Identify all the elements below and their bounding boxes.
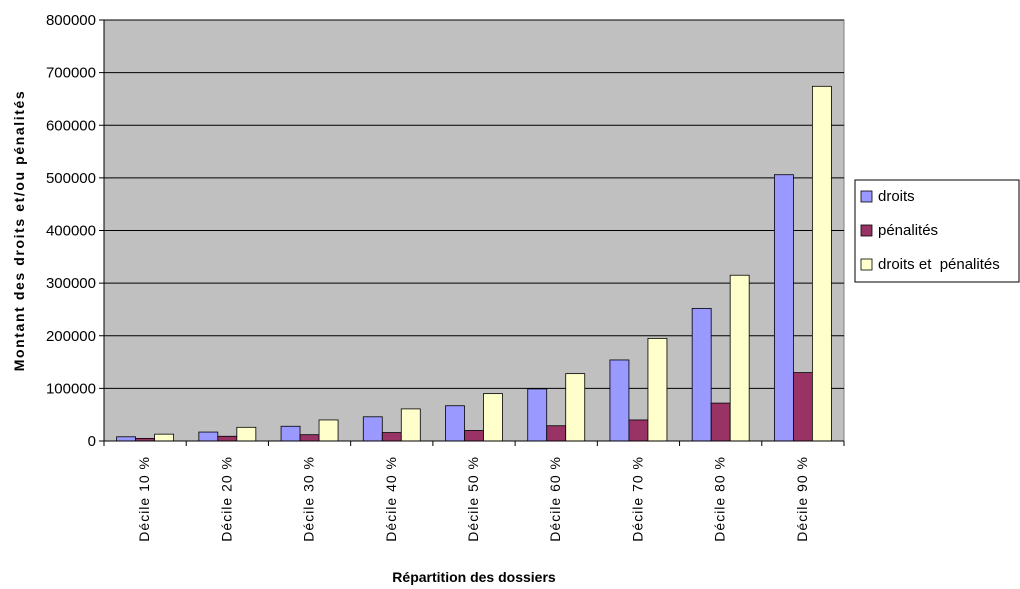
bar-1-2 xyxy=(236,426,257,442)
bar-6-0 xyxy=(609,359,630,442)
x-tick-label: Décile 70 % xyxy=(629,456,645,542)
bar-3-0 xyxy=(362,416,383,442)
x-axis-title: Répartition des dossiers xyxy=(392,569,556,585)
bar-8-0 xyxy=(773,174,794,442)
bar-6-2 xyxy=(647,337,668,442)
bar-6-1 xyxy=(628,419,649,442)
bar-7-0 xyxy=(691,307,712,442)
x-tick-label: Décile 10 % xyxy=(136,456,152,542)
bar-8-2 xyxy=(811,85,832,442)
bar-2-0 xyxy=(280,425,301,442)
bar-7-1 xyxy=(710,402,731,442)
legend-swatch xyxy=(860,190,873,203)
y-tick-label: 0 xyxy=(88,433,96,450)
legend-label: droits et pénalités xyxy=(878,256,1000,273)
bar-5-0 xyxy=(527,388,548,442)
axes xyxy=(99,19,845,446)
bar-8-1 xyxy=(792,372,813,442)
legend-swatch xyxy=(860,258,873,271)
bar-4-2 xyxy=(483,393,503,442)
bar-0-2 xyxy=(154,433,175,442)
y-tick-label: 100000 xyxy=(46,380,96,397)
x-tick-label: Décile 40 % xyxy=(383,456,399,542)
x-tick-label: Décile 80 % xyxy=(712,456,728,542)
bar-2-2 xyxy=(318,419,339,442)
x-tick-label: Décile 30 % xyxy=(301,456,317,542)
bar-5-2 xyxy=(565,373,586,442)
bar-2-1 xyxy=(299,434,320,442)
bar-5-1 xyxy=(546,425,567,442)
bar-7-2 xyxy=(729,274,750,442)
y-tick-label: 800000 xyxy=(46,12,96,29)
y-tick-label: 200000 xyxy=(46,328,96,345)
bar-4-1 xyxy=(464,430,484,442)
y-tick-label: 500000 xyxy=(46,170,96,187)
bar-4-0 xyxy=(445,405,465,442)
y-tick-label: 400000 xyxy=(46,223,96,240)
y-tick-labels: 0 100000 200000 300000 400000 500000 600000 700… xyxy=(46,12,96,450)
legend-swatch xyxy=(860,224,873,237)
y-tick-label: 600000 xyxy=(46,117,96,134)
x-tick-label: Décile 60 % xyxy=(547,456,563,542)
x-tick-label: Décile 20 % xyxy=(218,456,234,542)
bar-1-0 xyxy=(198,431,219,442)
legend-box xyxy=(854,179,1020,283)
y-axis-title: Montant des droits et/ou pénalités xyxy=(11,90,27,372)
x-tick-label: Décile 90 % xyxy=(794,456,810,542)
bar-1-1 xyxy=(217,435,238,442)
gridlines xyxy=(104,19,844,389)
legend: droits pénalités droits et pénalités xyxy=(854,179,1020,283)
y-tick-label: 300000 xyxy=(46,275,96,292)
legend-label: droits xyxy=(878,188,915,205)
x-tick-label: Décile 50 % xyxy=(465,456,481,542)
bars xyxy=(116,85,832,442)
bar-3-2 xyxy=(400,408,421,442)
y-tick-label: 700000 xyxy=(46,65,96,82)
x-tick-labels: Décile 10 % Décile 20 % Décile 30 % Décile … xyxy=(136,456,810,542)
bar-0-0 xyxy=(116,436,137,442)
legend-label: pénalités xyxy=(878,222,938,239)
bar-3-1 xyxy=(381,432,402,442)
